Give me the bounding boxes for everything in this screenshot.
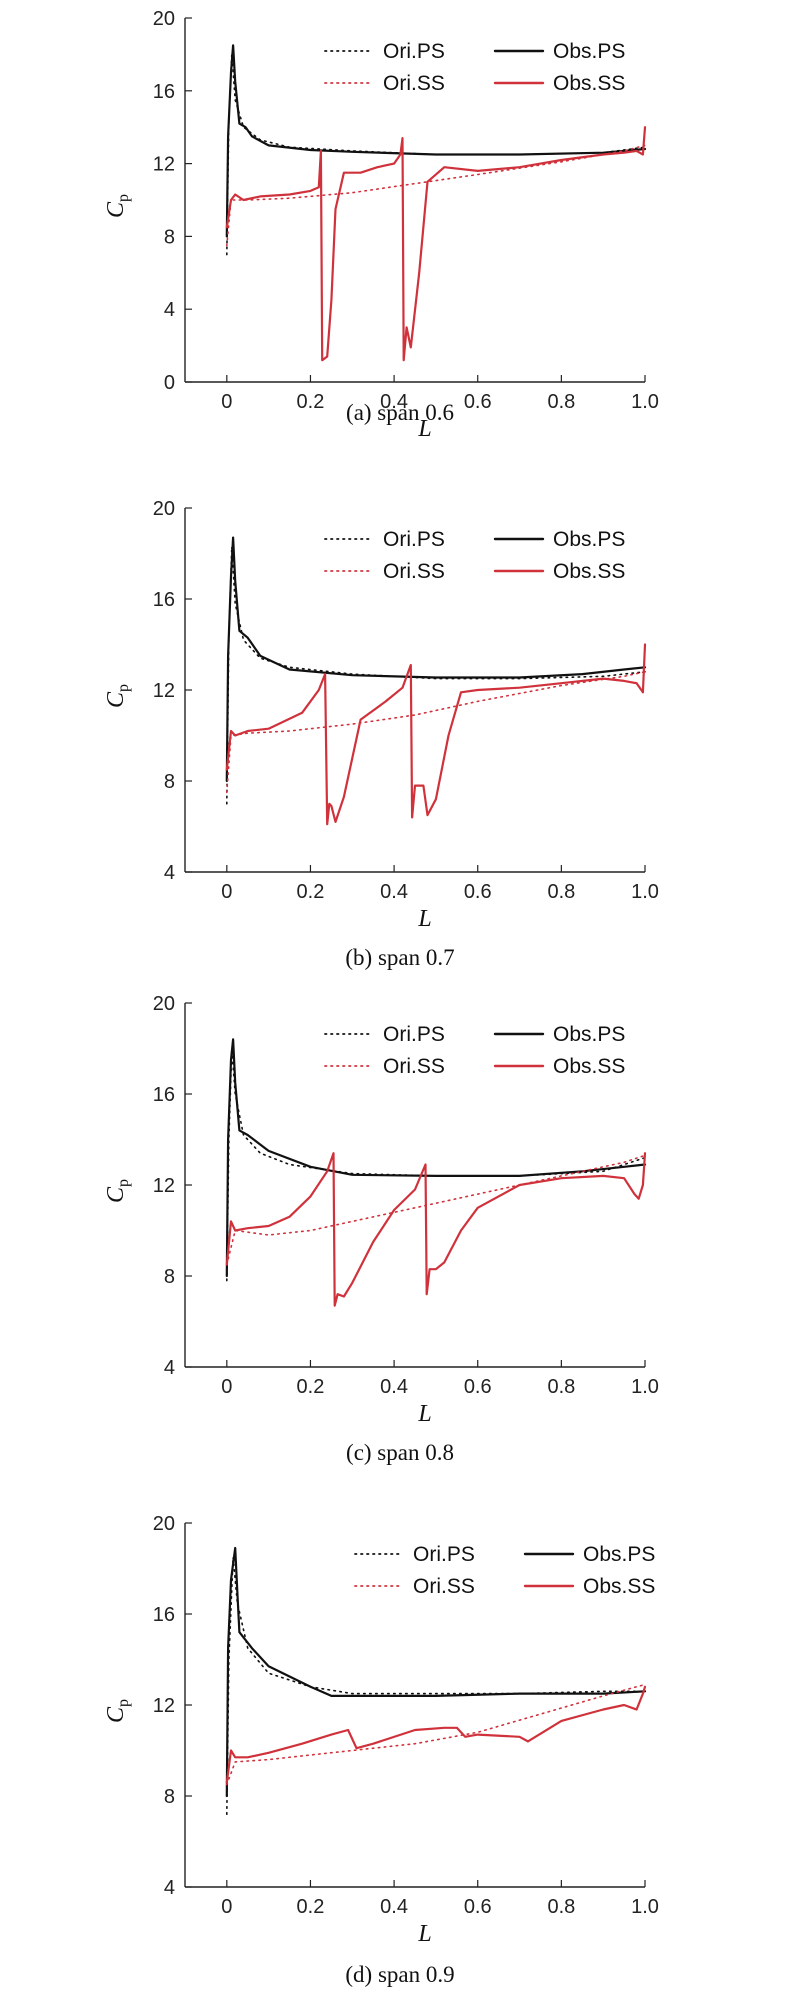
y-tick-label: 16 — [153, 589, 175, 611]
legend-label-obs-ss: Obs.SS — [583, 1575, 655, 1598]
x-tick-label: 1.0 — [631, 1896, 659, 1918]
y-tick-label: 4 — [164, 862, 175, 884]
series-line-ori-ps — [226, 545, 646, 805]
series-line-obs-ss — [225, 643, 647, 826]
x-tick-label: 1.0 — [631, 881, 659, 903]
chart-d: 0 0.2 0.4 0.6 0.8 1.0 4 8 12 16 20 L Cp Ori.PS Obs.PS O… — [103, 1513, 659, 1947]
series-line-obs-ss — [225, 126, 647, 362]
series-line-ori-ss — [226, 144, 646, 247]
y-axis-title: Cp — [103, 194, 132, 218]
x-tick-label: 0.2 — [297, 391, 325, 413]
legend-label-ori-ss: Ori.SS — [413, 1575, 475, 1598]
x-tick-label: 0 — [221, 1376, 232, 1398]
legend-label-obs-ps: Obs.PS — [553, 40, 625, 63]
x-axis-title: L — [417, 1921, 431, 1947]
caption-d: (d) span 0.9 — [345, 1962, 455, 1987]
series-line-ori-ss — [226, 671, 646, 794]
x-tick-label: 1.0 — [631, 1376, 659, 1398]
legend-label-obs-ps: Obs.PS — [553, 528, 625, 551]
y-tick-label: 16 — [153, 81, 175, 103]
y-tick-label: 20 — [153, 1513, 175, 1535]
x-tick-label: 0.4 — [380, 1896, 408, 1918]
legend-label-obs-ss: Obs.SS — [553, 560, 625, 583]
x-tick-label: 0.4 — [380, 391, 408, 413]
series-line-obs-ps — [225, 1546, 647, 1798]
legend-label-obs-ps: Obs.PS — [583, 1543, 655, 1566]
legend-label-ori-ss: Ori.SS — [383, 72, 445, 95]
series-line-obs-ps — [225, 536, 647, 783]
y-tick-label: 8 — [164, 1266, 175, 1288]
caption-c: (c) span 0.8 — [346, 1440, 454, 1465]
x-tick-label: 0.2 — [297, 1896, 325, 1918]
series-line-obs-ps — [225, 1038, 647, 1278]
y-tick-label: 4 — [164, 299, 175, 321]
x-tick-label: 0.6 — [464, 881, 492, 903]
y-tick-label: 4 — [164, 1357, 175, 1379]
legend-label-ori-ps: Ori.PS — [383, 1023, 445, 1046]
x-tick-label: 0.8 — [547, 1376, 575, 1398]
chart-a: 0 0.2 0.4 0.6 0.8 1.0 0 4 8 12 16 20 L Cp Ori.PS Obs.PS… — [103, 8, 659, 442]
y-tick-label: 16 — [153, 1084, 175, 1106]
chart-panel-a: 0 0.2 0.4 0.6 0.8 1.0 0 4 8 12 16 20 L Cp Ori.PS Obs.PS… — [0, 0, 800, 442]
y-axis-title: Cp — [103, 1699, 132, 1723]
x-tick-label: 0 — [221, 391, 232, 413]
y-axis-title: Cp — [103, 1179, 132, 1203]
x-tick-label: 0.4 — [380, 881, 408, 903]
caption-b: (b) span 0.7 — [345, 945, 455, 970]
y-tick-label: 12 — [153, 680, 175, 702]
y-tick-label: 4 — [164, 1877, 175, 1899]
y-tick-label: 12 — [153, 1695, 175, 1717]
y-tick-label: 8 — [164, 226, 175, 248]
legend-label-obs-ss: Obs.SS — [553, 72, 625, 95]
x-tick-label: 0.2 — [297, 1376, 325, 1398]
x-tick-label: 0.6 — [464, 1376, 492, 1398]
x-axis-title: L — [417, 1401, 431, 1427]
caption-a: (a) span 0.6 — [346, 400, 454, 425]
series-line-ori-ss — [226, 1683, 646, 1786]
x-tick-label: 0.6 — [464, 391, 492, 413]
y-tick-label: 12 — [153, 154, 175, 176]
y-tick-label: 16 — [153, 1604, 175, 1626]
legend-label-obs-ss: Obs.SS — [553, 1055, 625, 1078]
y-tick-label: 8 — [164, 771, 175, 793]
legend-label-ori-ps: Ori.PS — [383, 528, 445, 551]
x-tick-label: 0 — [221, 881, 232, 903]
legend-label-obs-ps: Obs.PS — [553, 1023, 625, 1046]
y-axis-title: Cp — [103, 684, 132, 708]
y-tick-label: 20 — [153, 498, 175, 520]
y-tick-label: 20 — [153, 993, 175, 1015]
x-tick-label: 0.2 — [297, 881, 325, 903]
legend-label-ori-ps: Ori.PS — [383, 40, 445, 63]
x-axis-title: L — [417, 906, 431, 932]
x-tick-label: 0.6 — [464, 1896, 492, 1918]
series-line-obs-ss — [225, 1685, 647, 1784]
x-tick-label: 0.8 — [547, 881, 575, 903]
series-line-ori-ss — [226, 1154, 646, 1266]
legend-label-ori-ps: Ori.PS — [413, 1543, 475, 1566]
y-tick-label: 0 — [164, 372, 175, 394]
chart-panel-b: 0 0.2 0.4 0.6 0.8 1.0 4 8 12 16 20 L Cp Ori.PS Obs.PS O… — [0, 490, 800, 970]
y-tick-label: 12 — [153, 1175, 175, 1197]
legend-label-ori-ss: Ori.SS — [383, 560, 445, 583]
chart-panel-d: 0 0.2 0.4 0.6 0.8 1.0 4 8 12 16 20 L Cp Ori.PS Obs.PS O… — [0, 1505, 800, 2000]
y-tick-label: 8 — [164, 1786, 175, 1808]
x-tick-label: 1.0 — [631, 391, 659, 413]
y-tick-label: 20 — [153, 8, 175, 30]
series-line-obs-ps — [225, 44, 647, 238]
x-tick-label: 0.4 — [380, 1376, 408, 1398]
x-axis-title: L — [417, 416, 431, 442]
chart-b: 0 0.2 0.4 0.6 0.8 1.0 4 8 12 16 20 L Cp Ori.PS Obs.PS O… — [103, 498, 659, 932]
legend-label-ori-ss: Ori.SS — [383, 1055, 445, 1078]
chart-panel-c: 0 0.2 0.4 0.6 0.8 1.0 4 8 12 16 20 L Cp Ori.PS Obs.PS O… — [0, 985, 800, 1465]
series-line-ori-ps — [226, 1047, 646, 1282]
x-tick-label: 0 — [221, 1896, 232, 1918]
x-tick-label: 0.8 — [547, 1896, 575, 1918]
chart-c: 0 0.2 0.4 0.6 0.8 1.0 4 8 12 16 20 L Cp Ori.PS Obs.PS O… — [103, 993, 659, 1427]
series-line-obs-ss — [225, 1152, 647, 1307]
x-tick-label: 0.8 — [547, 391, 575, 413]
